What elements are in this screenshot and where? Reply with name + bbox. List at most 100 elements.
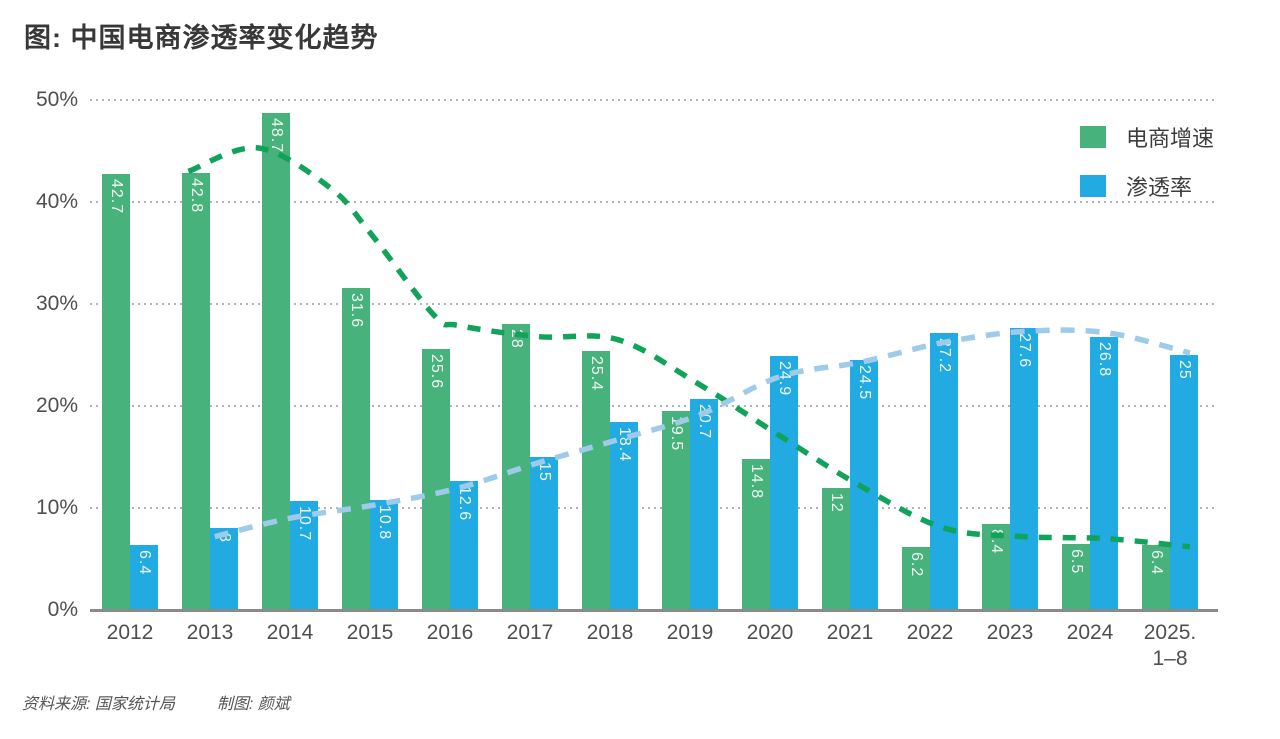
penetration-bar: 27.6: [1010, 328, 1038, 610]
bar-value-label: 25.6: [428, 353, 445, 390]
growth-bar: 25.6: [422, 348, 450, 610]
growth-bar: 6.4: [1142, 544, 1170, 610]
penetration-bar: 10.7: [290, 500, 318, 610]
credit-note: 制图: 颜斌: [216, 696, 290, 713]
y-tick-label: 20%: [35, 394, 78, 417]
bar-value-label: 31.6: [348, 292, 365, 328]
gridline-40: [90, 201, 1218, 203]
x-axis-label: 2012: [106, 621, 154, 644]
bar-value-label: 48.7: [268, 118, 285, 154]
x-axis-label: 2023: [986, 621, 1034, 644]
trend-lines-layer: [187, 145, 1191, 550]
penetration-bar: 25: [1170, 355, 1198, 610]
x-axis-label: 2013: [186, 621, 234, 644]
x-axis-label: 2015: [346, 621, 394, 644]
penetration-bar: 20.7: [690, 398, 718, 610]
bar-value-label: 8: [216, 533, 233, 544]
x-axis-line: [90, 609, 1218, 612]
y-axis-labels: 50% 40% 30% 20% 10% 0%: [0, 88, 78, 621]
growth-bar: 8.4: [982, 524, 1010, 610]
penetration-bar: 26.8: [1090, 336, 1118, 610]
bar-value-label: 20.7: [696, 403, 713, 440]
penetration-bar: 8: [210, 528, 238, 610]
bar-value-label: 25: [1176, 360, 1193, 380]
bar-value-label: 25.4: [588, 355, 605, 392]
x-axis-label: 2019: [666, 621, 714, 644]
bar-group-2012: 42.7 6.4 2012: [102, 100, 158, 644]
penetration-bar: 15: [530, 457, 558, 610]
bar-value-label: 6.5: [1068, 548, 1085, 574]
x-axis-label: 2022: [906, 621, 954, 644]
bar-group-2016: 25.6 12.6 2016: [422, 100, 478, 644]
bar-group-2014: 48.7 10.7 2014: [262, 100, 318, 644]
growth-bar: 6.5: [1062, 543, 1090, 610]
growth-bar: 42.8: [182, 173, 210, 610]
penetration-bar: 12.6: [450, 481, 478, 610]
legend-label: 渗透率: [1126, 175, 1193, 200]
growth-bar: 31.6: [342, 287, 370, 610]
x-axis-label: 2016: [426, 621, 474, 644]
bar-value-label: 10.7: [296, 505, 313, 542]
y-tick-label: 50%: [35, 88, 78, 111]
bar-value-label: 10.8: [376, 504, 393, 540]
bar-group-2020: 14.8 24.9 2020: [742, 100, 798, 644]
bar-value-label: 27.6: [1016, 333, 1033, 369]
legend-item: 电商增速: [1080, 121, 1214, 153]
bar-value-label: 24.9: [776, 361, 793, 397]
bar-value-label: 24.5: [856, 365, 873, 401]
growth-bar: 28: [502, 324, 530, 610]
legend-label: 电商增速: [1126, 126, 1215, 151]
bar-group-2017: 28 15 2017: [502, 100, 558, 644]
growth-bar: 19.5: [662, 411, 690, 610]
bar-value-label: 42.8: [188, 178, 205, 214]
bar-group-2019: 19.5 20.7 2019: [662, 100, 718, 644]
gridline-50: [90, 99, 1218, 101]
bar-value-label: 12.6: [456, 486, 473, 522]
bar-value-label: 42.7: [108, 179, 125, 215]
legend-swatch-icon: [1080, 126, 1106, 148]
bar-group-2023: 8.4 27.6 2023: [982, 100, 1038, 644]
source-note: 资料来源: 国家统计局: [22, 696, 175, 713]
growth-bar: 48.7: [262, 113, 290, 610]
growth-bar: 6.2: [902, 546, 930, 610]
bar-value-label: 27.2: [936, 337, 953, 373]
bar-group-2021: 12 24.5 2021: [822, 100, 878, 644]
x-axis-label: 2014: [266, 621, 314, 644]
growth-bar: 25.4: [582, 350, 610, 610]
plot-area: 42.7 6.4 2012 42.8 8 2013 48.7 10.7 2014 31.6 10.8…: [90, 99, 1218, 670]
growth-bar: 12: [822, 487, 850, 610]
bar-group-2018: 25.4 18.4 2018: [582, 100, 638, 644]
gridline-20: [90, 405, 1218, 407]
x-axis-label: 2018: [586, 621, 634, 644]
bar-value-label: 28: [508, 329, 525, 350]
x-axis-label: 2017: [506, 621, 554, 644]
x-axis-label: 2025. 1–8: [1143, 621, 1197, 671]
bar-value-label: 14.8: [748, 464, 765, 500]
x-axis-label: 2021: [826, 621, 874, 644]
bar-group-2022: 6.2 27.2 2022: [902, 100, 958, 644]
gridline-10: [90, 507, 1218, 509]
legend-item: 渗透率: [1080, 170, 1214, 202]
bar-value-label: 18.4: [616, 427, 633, 463]
legend-swatch-icon: [1080, 175, 1106, 197]
bar-value-label: 8.4: [988, 529, 1005, 555]
penetration-bar: 10.8: [370, 499, 398, 610]
gridline-30: [90, 303, 1218, 305]
y-tick-label: 30%: [35, 292, 78, 315]
legend: 电商增速 渗透率: [1080, 121, 1214, 219]
footer: 资料来源: 国家统计局 制图: 颜斌: [22, 690, 290, 714]
bar-value-label: 19.5: [668, 416, 685, 452]
x-axis-label: 2020: [746, 621, 794, 644]
bar-group-2013: 42.8 8 2013: [182, 100, 238, 644]
bar-value-label: 26.8: [1096, 341, 1113, 377]
y-tick-label: 40%: [35, 190, 78, 213]
y-tick-label: 0%: [47, 598, 78, 621]
penetration-bar: 18.4: [610, 422, 638, 610]
penetration-bar: 24.9: [770, 356, 798, 610]
growth-bar: 14.8: [742, 459, 770, 610]
bar-value-label: 6.4: [136, 549, 153, 575]
bar-value-label: 6.4: [1148, 549, 1165, 575]
bar-value-label: 15: [536, 462, 553, 482]
bar-value-label: 12: [828, 492, 845, 513]
penetration-bar: 6.4: [130, 544, 158, 610]
